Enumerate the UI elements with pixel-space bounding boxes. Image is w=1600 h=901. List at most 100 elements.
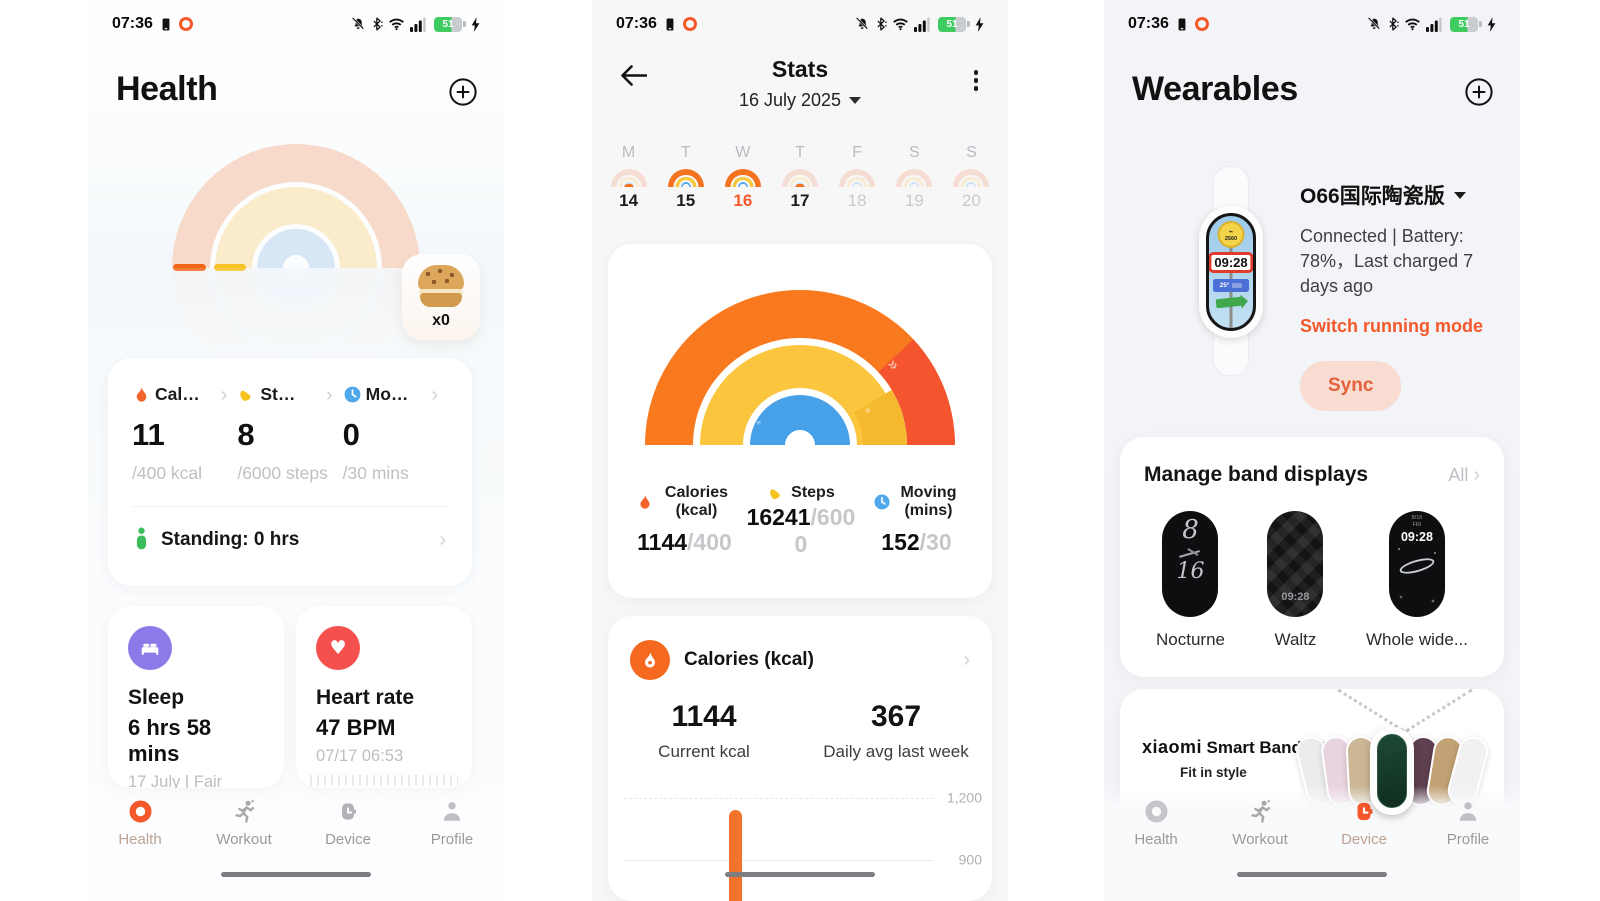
steps-icon bbox=[770, 489, 780, 500]
nav-tab-health[interactable]: Health bbox=[1104, 798, 1208, 848]
band-time-sign: 09:28 bbox=[1209, 252, 1253, 273]
nav-tab-health[interactable]: Health bbox=[88, 798, 192, 848]
back-arrow-icon bbox=[621, 65, 647, 86]
metric-label: Calories (kcal) bbox=[664, 484, 729, 520]
switch-running-mode-link[interactable]: Switch running mode bbox=[1300, 315, 1483, 336]
chevron-right-icon: › bbox=[220, 383, 228, 406]
flame-icon bbox=[136, 386, 147, 402]
metric-steps[interactable]: St… › 8 /6000 steps bbox=[237, 384, 342, 484]
current-kcal-stat: 1144 Current kcal bbox=[608, 700, 800, 762]
metric-label: Cal… bbox=[155, 384, 200, 404]
streak-badge[interactable]: x0 bbox=[402, 254, 480, 340]
gridline-900: 900 bbox=[624, 852, 982, 868]
plus-circle-icon bbox=[449, 78, 477, 106]
battery-percent: 51 bbox=[946, 18, 958, 30]
device-name-dropdown[interactable]: O66国际陶瓷版 bbox=[1300, 180, 1492, 210]
weekday-20[interactable]: S 20 bbox=[943, 144, 1000, 211]
nav-tab-profile[interactable]: Profile bbox=[400, 798, 504, 848]
back-button[interactable] bbox=[620, 64, 648, 88]
calories-detail-card[interactable]: Calories (kcal) › 1144 Current kcal 367 … bbox=[608, 616, 992, 901]
stars-decoration bbox=[1388, 511, 1445, 617]
face-hour: 8 bbox=[1182, 515, 1199, 545]
metric-goal: /6000 bbox=[794, 504, 856, 558]
y-tick-900: 900 bbox=[958, 851, 982, 868]
date-selector[interactable]: 16 July 2025 bbox=[739, 90, 862, 111]
nav-tab-workout[interactable]: Workout bbox=[1208, 798, 1312, 848]
heart-value: 47 BPM bbox=[316, 715, 396, 740]
watch-icon bbox=[342, 803, 357, 820]
heart-rate-card[interactable]: ♥ Heart rate 47 BPM 07/17 06:53 bbox=[296, 606, 472, 788]
nav-tab-device[interactable]: Device bbox=[296, 798, 400, 848]
battery-icon: 51 bbox=[1450, 16, 1482, 32]
activity-rainbow bbox=[88, 144, 504, 271]
standing-row[interactable]: Standing: 0 hrs › bbox=[132, 507, 448, 572]
more-menu-button[interactable] bbox=[973, 70, 978, 91]
chevron-right-icon: › bbox=[439, 528, 446, 551]
wifi-icon bbox=[389, 18, 404, 31]
nav-tab-workout[interactable]: Workout bbox=[192, 798, 296, 848]
weekday-18[interactable]: F 18 bbox=[829, 144, 886, 211]
metric-label: Moving (mins) bbox=[900, 484, 957, 520]
bed-icon bbox=[141, 643, 159, 655]
nav-tab-profile[interactable]: Profile bbox=[1416, 798, 1520, 848]
recording-indicator-icon bbox=[1194, 17, 1209, 31]
all-link[interactable]: All › bbox=[1448, 465, 1480, 486]
metric-value: 1144 bbox=[637, 528, 688, 555]
status-time: 07:36 bbox=[1128, 15, 1169, 32]
home-indicator[interactable] bbox=[725, 872, 875, 877]
band-face-waltz[interactable]: 09:28 Waltz bbox=[1267, 511, 1324, 650]
mini-rainbow-icon bbox=[667, 169, 704, 187]
cookie-icon bbox=[418, 264, 464, 307]
add-button[interactable] bbox=[448, 77, 478, 107]
gridline-1200: 1,200 bbox=[624, 790, 982, 806]
status-time: 07:36 bbox=[112, 15, 153, 32]
home-indicator[interactable] bbox=[221, 872, 371, 877]
band-collage-image bbox=[1292, 689, 1498, 839]
metric-goal: /400 bbox=[687, 528, 732, 555]
weekday-16-selected[interactable]: W 16 bbox=[714, 144, 771, 211]
chevron-right-icon: › bbox=[1473, 464, 1480, 486]
heart-icon-circle: ♥ bbox=[316, 626, 360, 670]
charging-bolt-icon bbox=[471, 16, 480, 32]
weekday-14[interactable]: M 14 bbox=[600, 144, 657, 211]
metric-goal: /6000 steps bbox=[237, 463, 328, 483]
day-date: 18 bbox=[847, 191, 867, 210]
weekday-19[interactable]: S 19 bbox=[886, 144, 943, 211]
band-face-nocturne[interactable]: 8 16 Nocturne bbox=[1156, 511, 1225, 650]
steps-icon bbox=[240, 390, 251, 401]
health-ring-icon bbox=[128, 800, 152, 823]
recording-indicator-icon bbox=[682, 17, 697, 31]
metric-goal: /30 bbox=[919, 528, 952, 555]
sync-button[interactable]: Sync bbox=[1300, 360, 1402, 411]
sleep-card[interactable]: Sleep 6 hrs 58 mins 17 July | Fair bbox=[108, 606, 284, 788]
metric-calories[interactable]: Cal… › 11 /400 kcal bbox=[132, 384, 237, 484]
bottom-nav: Health Workout Device Profile bbox=[88, 786, 504, 901]
clock-icon bbox=[874, 494, 890, 510]
band-steps: 2560 bbox=[1224, 235, 1238, 242]
add-device-button[interactable] bbox=[1464, 77, 1494, 107]
metric-moving[interactable]: Mo… › 0 /30 mins bbox=[343, 384, 448, 484]
weekday-17[interactable]: T 17 bbox=[771, 144, 828, 211]
metric-value: 8 bbox=[237, 417, 255, 452]
battery-percent: 51 bbox=[1458, 18, 1470, 30]
day-date: 20 bbox=[961, 191, 981, 210]
chevron-right-icon: › bbox=[431, 383, 438, 406]
page-title: Wearables bbox=[1132, 70, 1298, 108]
vibrate-icon bbox=[162, 18, 170, 30]
recording-indicator-icon bbox=[178, 17, 193, 31]
band-body: ⌁ 2560 09:28 25° bbox=[1199, 206, 1263, 338]
nav-tab-device[interactable]: Device bbox=[1312, 798, 1416, 848]
weekday-15[interactable]: T 15 bbox=[657, 144, 714, 211]
wifi-icon bbox=[1405, 18, 1420, 31]
band-device-image[interactable]: ⌁ 2560 09:28 25° bbox=[1190, 166, 1272, 378]
steps-sign: ⌁ 2560 bbox=[1217, 221, 1245, 248]
face-time: 09:28 bbox=[1281, 591, 1310, 603]
vibrate-icon bbox=[1178, 18, 1186, 30]
metric-calories: Calories (kcal) 1144/400 bbox=[624, 484, 745, 558]
mute-bell-icon bbox=[1367, 17, 1381, 30]
page-title: Health bbox=[116, 70, 218, 108]
home-indicator[interactable] bbox=[1237, 872, 1387, 877]
band-face-whole-wide[interactable]: 8/16FRI 09:28 Whole wide... bbox=[1366, 511, 1468, 650]
battery-icon: 51 bbox=[434, 16, 466, 32]
metric-value: 11 bbox=[132, 417, 165, 452]
